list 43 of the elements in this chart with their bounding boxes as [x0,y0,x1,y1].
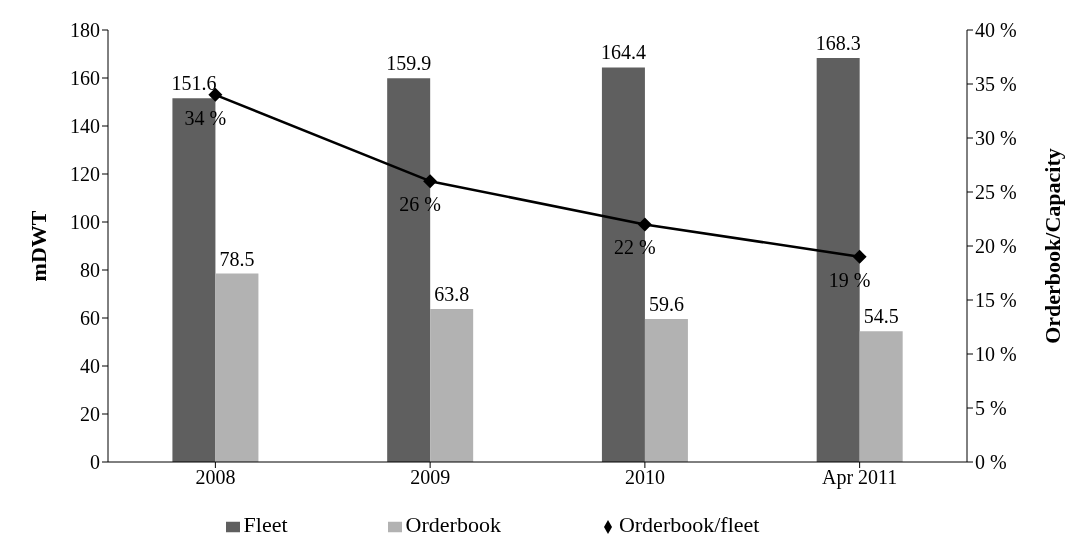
y-tick-label: 60 [80,307,100,330]
point [423,174,438,189]
y-tick-label: 160 [70,67,100,90]
data-label: 54.5 [863,305,899,328]
bar [215,273,259,462]
y-tick-label: 140 [70,115,100,138]
y-tick-label: 0 [90,451,100,474]
x-tick-label: 2010 [624,466,665,489]
y-tick-label: 120 [70,163,100,186]
y2-tick-label: 30 % [975,127,1017,150]
y-tick-label: 80 [80,259,100,282]
y2-axis-title: Orderbook/Capacity [1039,148,1065,344]
y-tick-label: 40 [80,355,100,378]
x-tick-label: 2009 [410,466,451,489]
legend-label: Fleet [243,512,288,537]
bar [859,331,903,462]
y-tick-label: 20 [80,403,100,426]
bar [430,308,474,462]
legend-label: Orderbook [405,512,501,537]
y2-tick-label: 35 % [975,73,1017,96]
data-label: 151.6 [171,72,217,95]
data-label: 164.4 [600,41,646,64]
y2-tick-label: 15 % [975,289,1017,312]
y2-tick-label: 10 % [975,343,1017,366]
point [637,217,652,232]
x-tick-label: 2008 [195,466,236,489]
point [852,249,867,264]
y2-tick-label: 40 % [975,19,1017,42]
bar [644,318,688,462]
y2-tick-label: 5 % [975,397,1007,420]
data-label: 78.5 [219,247,255,270]
y-tick-label: 180 [70,19,100,42]
y2-tick-label: 20 % [975,235,1017,258]
data-label: 168.3 [815,32,861,55]
data-label: 159.9 [386,52,432,75]
data-label: 59.6 [648,292,684,315]
data-label: 63.8 [434,282,470,305]
x-tick-label: Apr 2011 [821,466,898,490]
y-tick-label: 100 [70,211,100,234]
y2-tick-label: 0 % [975,451,1007,474]
y2-tick-label: 25 % [975,181,1017,204]
legend-label: Orderbook/fleet [618,512,760,537]
y-axis-title: mDWT [25,210,51,282]
